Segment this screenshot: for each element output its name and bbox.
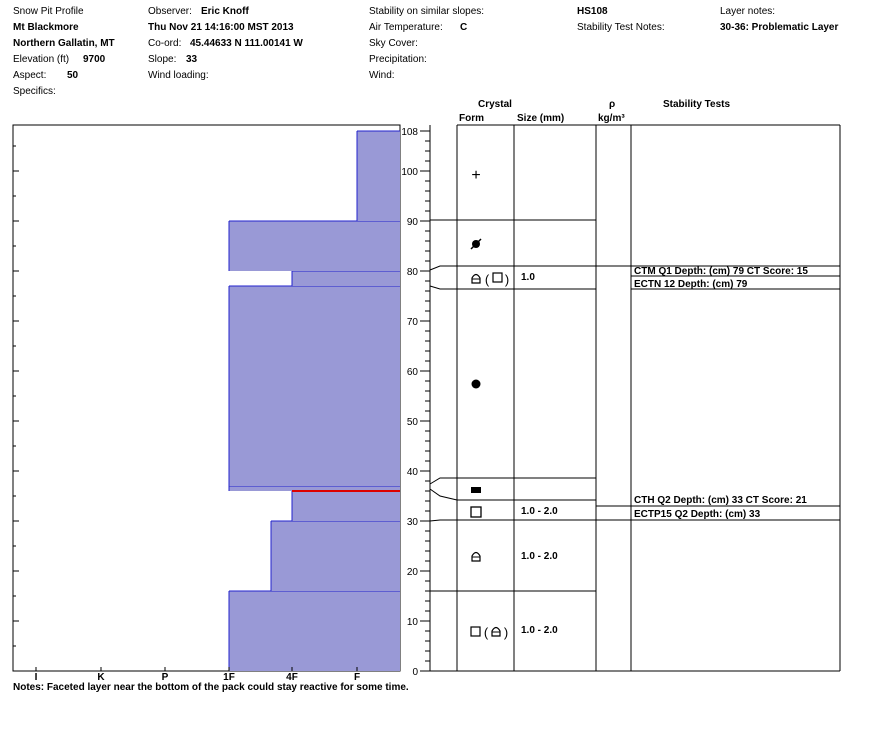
aspect-value: 50 (67, 70, 79, 81)
hardness-label: P (162, 672, 169, 683)
grain-size: 1.0 (521, 272, 535, 283)
datetime: Thu Nov 21 14:16:00 MST 2013 (148, 22, 294, 33)
depth-label: 0 (412, 667, 418, 678)
hs-value: HS108 (577, 6, 608, 17)
depth-label: 30 (407, 517, 419, 528)
grain-size: 1.0 - 2.0 (521, 625, 558, 636)
stability-test: CTM Q1 Depth: (cm) 79 CT Score: 15 (634, 266, 808, 277)
crust-icon (471, 487, 481, 493)
air-temp-unit: C (460, 22, 468, 33)
stability-test: ECTN 12 Depth: (cm) 79 (634, 279, 748, 290)
depth-label: 20 (407, 567, 419, 578)
svg-text:): ) (504, 625, 508, 640)
stability-label: Stability on similar slopes: (369, 6, 485, 17)
depth-label: 90 (407, 217, 419, 228)
observer-value: Eric Knoff (201, 6, 249, 17)
hardness-layer (292, 491, 400, 521)
depth-label: 40 (407, 467, 419, 478)
crystal-header: Crystal (478, 99, 512, 110)
slope-value: 33 (186, 54, 198, 65)
depth-axis: 0 10 20 30 40 50 60 70 80 90 100 108 (401, 127, 430, 678)
stability-notes-label: Stability Test Notes: (577, 22, 665, 33)
range: Northern Gallatin, MT (13, 38, 115, 49)
grain-size: 1.0 - 2.0 (521, 551, 558, 562)
wind-label: Wind: (369, 70, 395, 81)
sky-cover-label: Sky Cover: (369, 38, 418, 49)
depth-hoar-mixed-icon: ( ) (471, 272, 509, 287)
connector-line (429, 519, 457, 522)
hardness-layer (229, 221, 400, 271)
air-temp-label: Air Temperature: (369, 22, 443, 33)
size-header: Size (mm) (517, 113, 565, 124)
grain-size: 1.0 - 2.0 (521, 506, 558, 517)
aspect-label: Aspect: (13, 70, 47, 81)
connector-line (429, 285, 457, 290)
coord-value: 45.44633 N 111.00141 W (190, 38, 303, 49)
observer-label: Observer: (148, 6, 192, 17)
wind-loading-label: Wind loading: (148, 70, 209, 81)
depth-hoar-icon (471, 551, 481, 562)
hardness-layer (292, 271, 400, 286)
notes: Notes: Faceted layer near the bottom of … (13, 682, 409, 693)
profile-title: Snow Pit Profile (13, 6, 84, 17)
connector-line (429, 488, 458, 501)
depth-label: 100 (401, 167, 418, 178)
hardness-label: F (354, 672, 360, 683)
elevation-label: Elevation (ft) (13, 54, 70, 65)
depth-label: 10 (407, 617, 419, 628)
form-header: Form (459, 113, 484, 124)
density-header: ρ (609, 99, 616, 110)
connector-line (429, 265, 457, 271)
stability-test: CTH Q2 Depth: (cm) 33 CT Score: 21 (634, 495, 807, 506)
depth-label: 50 (407, 417, 419, 428)
svg-text:): ) (505, 272, 509, 287)
faceted-depth-hoar-mixed-icon: ( ) (470, 625, 508, 640)
layer-notes-label: Layer notes: (720, 6, 776, 17)
hardness-label: K (97, 672, 105, 683)
hardness-layer (229, 591, 400, 671)
depth-label: 70 (407, 317, 419, 328)
hardness-label: 4F (286, 672, 298, 683)
hardness-layer (229, 286, 400, 486)
decomposing-fragment-icon (470, 238, 482, 250)
hardness-layer (357, 131, 400, 221)
faceted-crystal-icon (470, 506, 482, 518)
depth-label: 80 (407, 267, 419, 278)
elevation-value: 9700 (83, 54, 106, 65)
hardness-label: I (35, 672, 38, 683)
precip-label: Precipitation: (369, 54, 427, 65)
precipitation-particle-icon: + (471, 167, 480, 184)
svg-text:(: ( (484, 625, 489, 640)
hardness-layer (229, 486, 400, 491)
hardness-axis: I K P 1F 4F F (35, 667, 360, 683)
location: Mt Blackmore (13, 22, 79, 33)
slope-label: Slope: (148, 54, 177, 65)
stability-test: ECTP15 Q2 Depth: (cm) 33 (634, 509, 761, 520)
left-ticks (13, 145, 19, 647)
depth-label: 108 (401, 127, 418, 138)
rounded-grain-icon (471, 379, 481, 389)
coord-label: Co-ord: (148, 38, 182, 49)
specifics-label: Specifics: (13, 86, 56, 97)
stability-tests-header: Stability Tests (663, 99, 731, 110)
hardness-layer (271, 521, 400, 591)
density-unit: kg/m³ (598, 113, 625, 124)
connector-line (429, 477, 457, 485)
layer-table: + ( ) ( ) 1.0 1.0 - 2.0 1.0 - 2.0 (429, 124, 841, 672)
depth-label: 60 (407, 367, 419, 378)
svg-text:(: ( (485, 272, 490, 287)
hardness-layers (228, 130, 400, 671)
layer-notes-value: 30-36: Problematic Layer (720, 22, 839, 33)
hardness-label: 1F (223, 672, 235, 683)
